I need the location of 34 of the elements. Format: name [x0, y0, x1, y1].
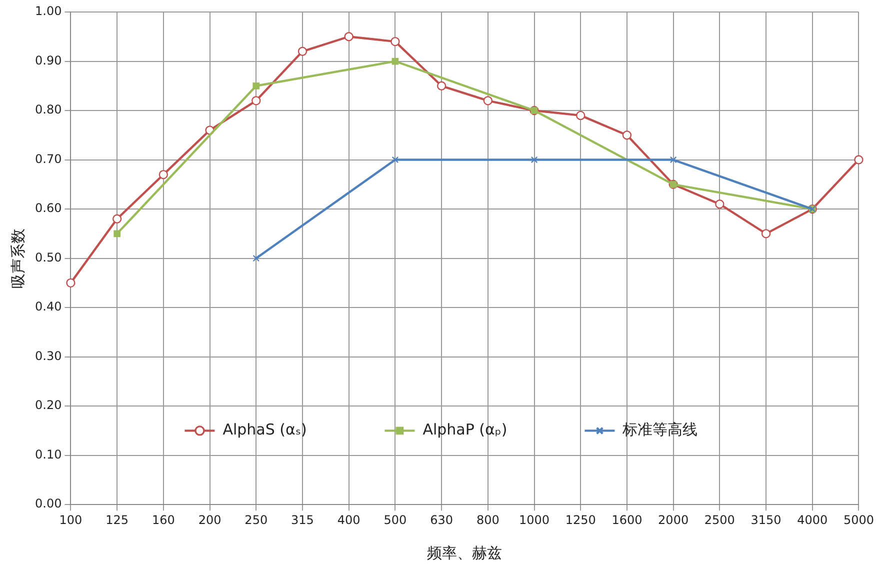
y-axis-title: 吸声系数: [8, 228, 27, 288]
x-tick-label: 100: [59, 512, 82, 527]
y-tick-label: 1.00: [35, 4, 62, 18]
y-tick-label: 0.30: [35, 348, 62, 363]
x-tick-label: 630: [430, 512, 453, 527]
x-tick-label: 125: [106, 512, 129, 527]
y-tick-label: 0.70: [35, 152, 62, 166]
x-tick-label: 800: [476, 512, 500, 527]
x-tick-label: 2000: [658, 512, 689, 527]
x-tick-label: 1250: [565, 512, 596, 527]
x-tick-label: 1000: [518, 512, 550, 527]
x-tick-label: 4000: [797, 512, 828, 527]
x-tick-label: 3150: [750, 512, 782, 527]
x-tick-label: 1600: [612, 512, 642, 527]
legend-label: 标准等高线: [622, 420, 698, 439]
y-tick-label: 0.10: [35, 447, 62, 462]
x-tick-label: 315: [291, 512, 314, 527]
legend-label: AlphaP (αₚ): [422, 420, 508, 439]
x-axis-title: 频率、赫兹: [427, 544, 502, 562]
x-tick-label: 160: [152, 512, 175, 527]
x-tick-label: 2500: [704, 512, 735, 527]
x-tick-label: 500: [384, 512, 407, 527]
y-tick-label: 0.40: [35, 300, 62, 314]
y-tick-label: 0.00: [35, 496, 62, 511]
y-tick-label: 0.60: [35, 201, 62, 216]
y-tick-label: 0.80: [35, 102, 62, 117]
x-tick-label: 400: [337, 512, 360, 527]
x-tick-label: 5000: [843, 512, 874, 527]
x-tick-label: 250: [244, 512, 268, 527]
y-tick-label: 0.20: [35, 398, 62, 412]
y-tick-label: 0.90: [35, 53, 62, 68]
x-tick-label: 200: [198, 512, 222, 527]
legend-label: AlphaS (αₛ): [222, 420, 307, 439]
y-tick-label: 0.50: [35, 250, 62, 264]
